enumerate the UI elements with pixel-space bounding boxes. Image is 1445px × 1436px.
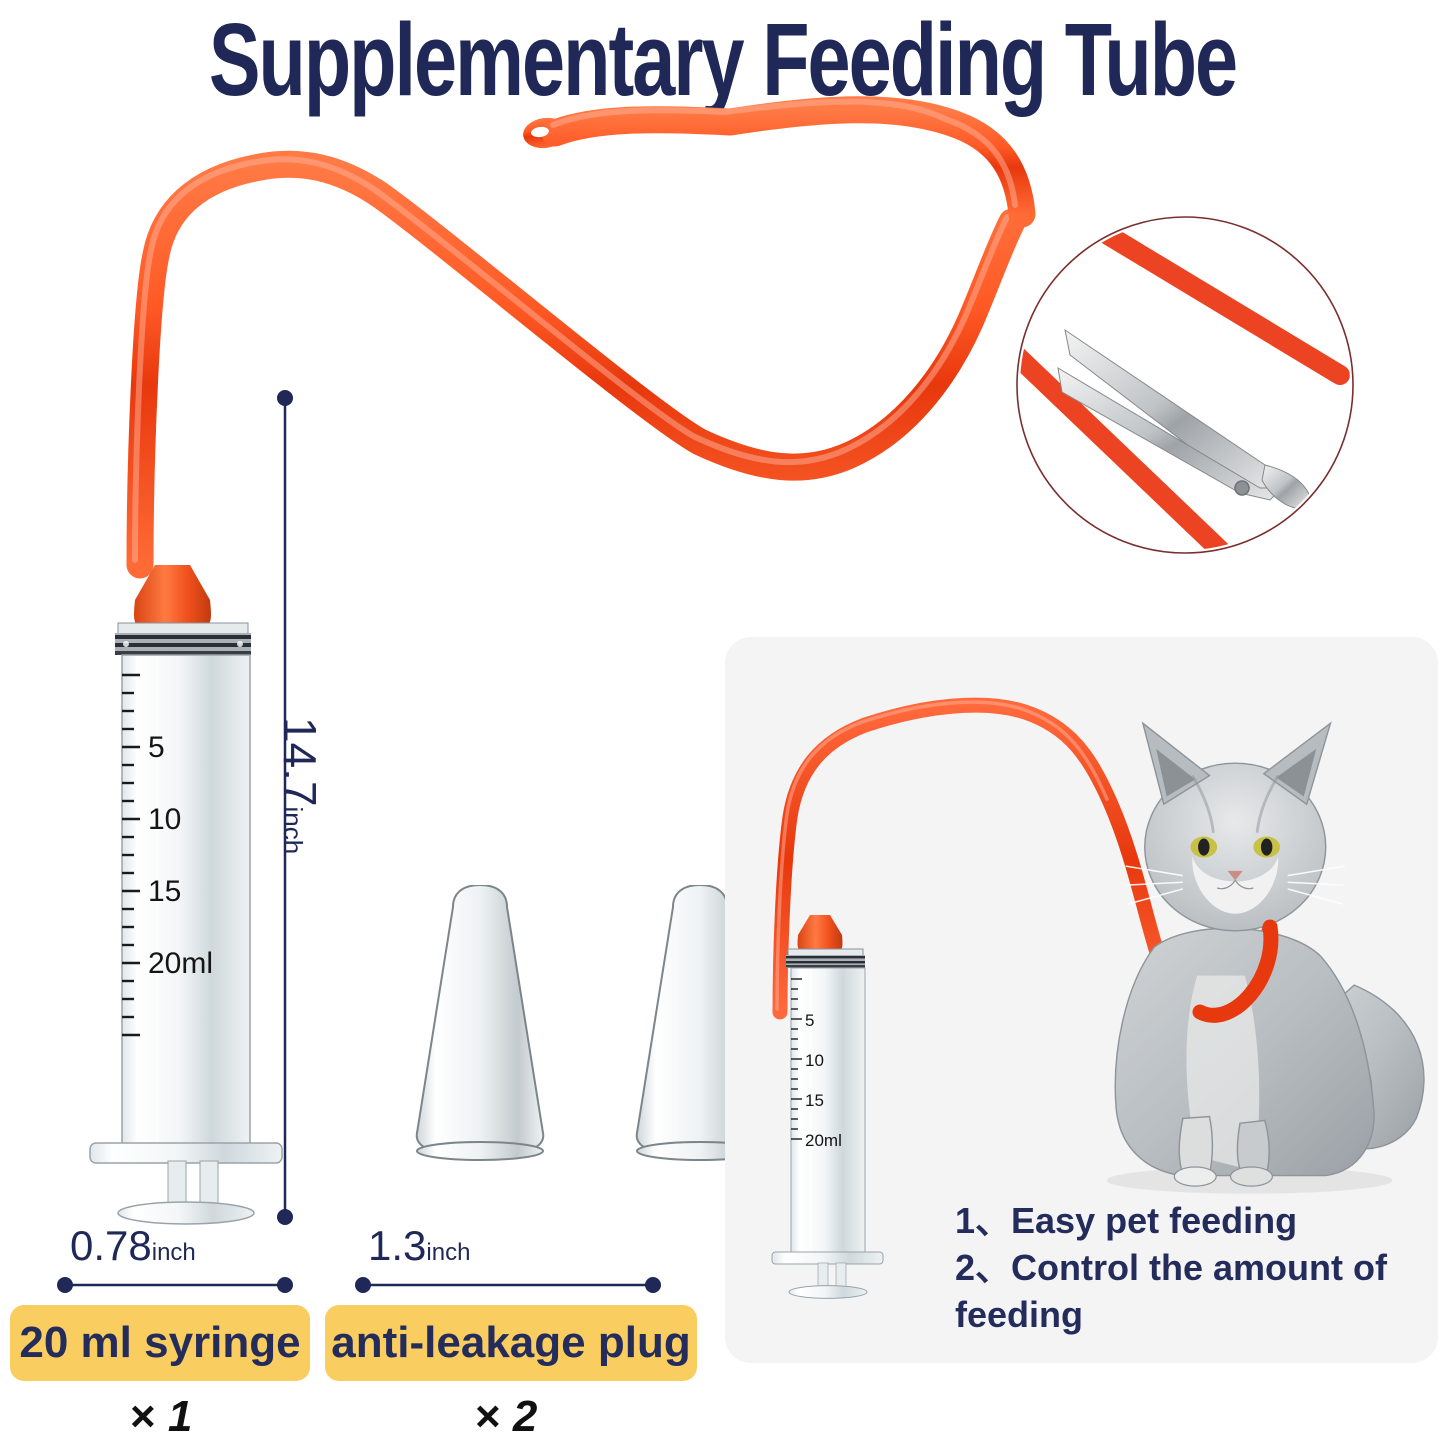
svg-text:10: 10 [148,803,181,836]
svg-text:5: 5 [148,731,165,764]
svg-text:20ml: 20ml [148,947,213,980]
svg-text:15: 15 [148,875,181,908]
